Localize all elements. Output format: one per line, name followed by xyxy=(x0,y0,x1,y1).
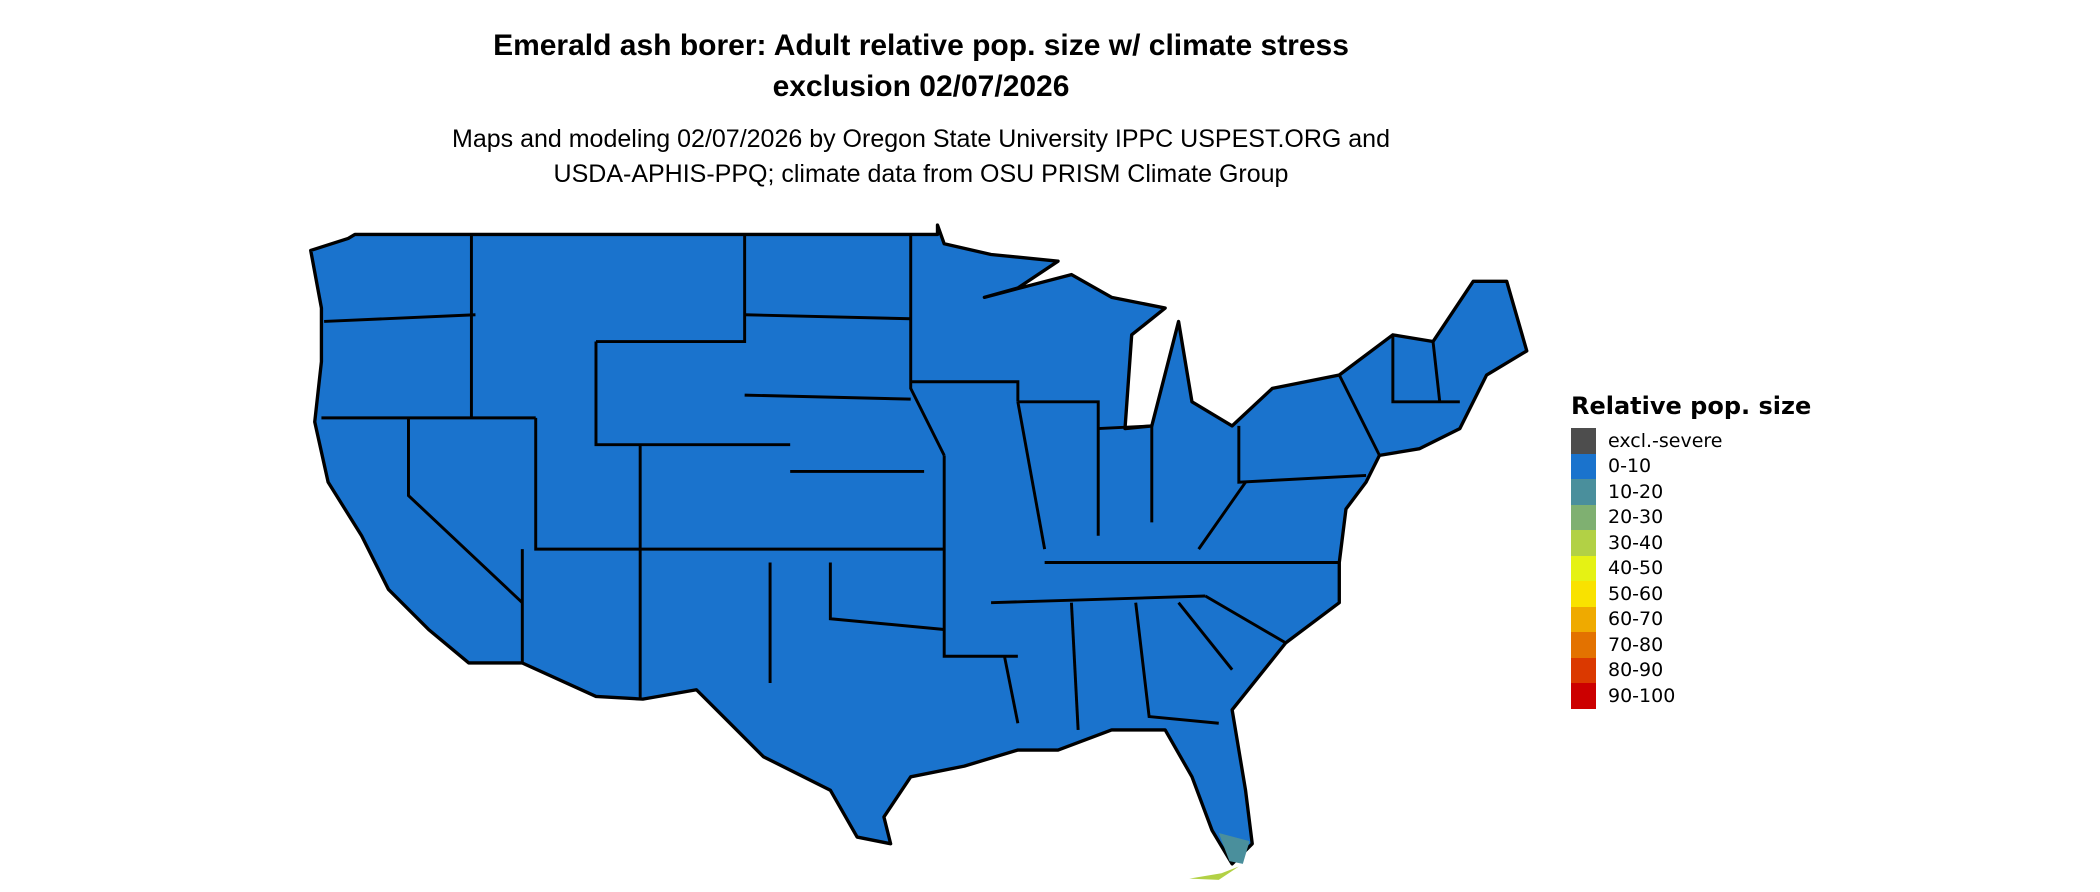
legend-item: excl.-severe xyxy=(1571,428,1811,454)
legend-swatch xyxy=(1571,555,1596,581)
legend-label: 30-40 xyxy=(1608,531,1664,554)
legend-item: 10-20 xyxy=(1571,479,1811,505)
map-subtitle-line2: USDA-APHIS-PPQ; climate data from OSU PR… xyxy=(553,160,1289,188)
map-title-line1: Emerald ash borer: Adult relative pop. s… xyxy=(493,29,1349,62)
florida-tip-10-20 xyxy=(1218,833,1250,864)
legend-item: 0-10 xyxy=(1571,453,1811,479)
legend-label: 90-100 xyxy=(1608,684,1676,707)
legend-item: 30-40 xyxy=(1571,530,1811,556)
legend-item: 80-90 xyxy=(1571,657,1811,683)
us-outline xyxy=(309,223,1529,866)
legend-item: 50-60 xyxy=(1571,581,1811,607)
legend-item: 70-80 xyxy=(1571,632,1811,658)
legend-swatch xyxy=(1571,657,1596,683)
legend-swatch xyxy=(1571,581,1596,607)
map-title-line2: exclusion 02/07/2026 xyxy=(772,70,1070,103)
legend-swatch xyxy=(1571,453,1596,479)
legend-label: 50-60 xyxy=(1608,582,1664,605)
legend-swatch xyxy=(1571,504,1596,530)
legend-item: 20-30 xyxy=(1571,504,1811,530)
map-subtitle-line1: Maps and modeling 02/07/2026 by Oregon S… xyxy=(452,125,1390,153)
legend-item: 90-100 xyxy=(1571,683,1811,709)
legend-item: 60-70 xyxy=(1571,606,1811,632)
legend-label: 10-20 xyxy=(1608,480,1664,503)
state-borders xyxy=(321,234,1460,731)
legend-label: 70-80 xyxy=(1608,633,1664,656)
legend-item: 40-50 xyxy=(1571,555,1811,581)
legend-label: 20-30 xyxy=(1608,506,1664,529)
legend-swatch xyxy=(1571,530,1596,556)
legend-swatch xyxy=(1571,479,1596,505)
legend-swatch xyxy=(1571,606,1596,632)
legend-swatch xyxy=(1571,632,1596,658)
legend-label: 40-50 xyxy=(1608,557,1664,580)
legend-title: Relative pop. size xyxy=(1571,392,1812,420)
legend-swatch xyxy=(1571,683,1596,709)
legend-label: 60-70 xyxy=(1608,608,1664,631)
legend-label: excl.-severe xyxy=(1608,429,1723,452)
legend-label: 0-10 xyxy=(1608,455,1652,478)
florida-keys-30-40 xyxy=(1189,866,1239,880)
legend: Relative pop. size excl.-severe 0-10 10-20… xyxy=(1571,392,1811,709)
legend-swatch xyxy=(1571,428,1596,454)
legend-label: 80-90 xyxy=(1608,659,1664,682)
